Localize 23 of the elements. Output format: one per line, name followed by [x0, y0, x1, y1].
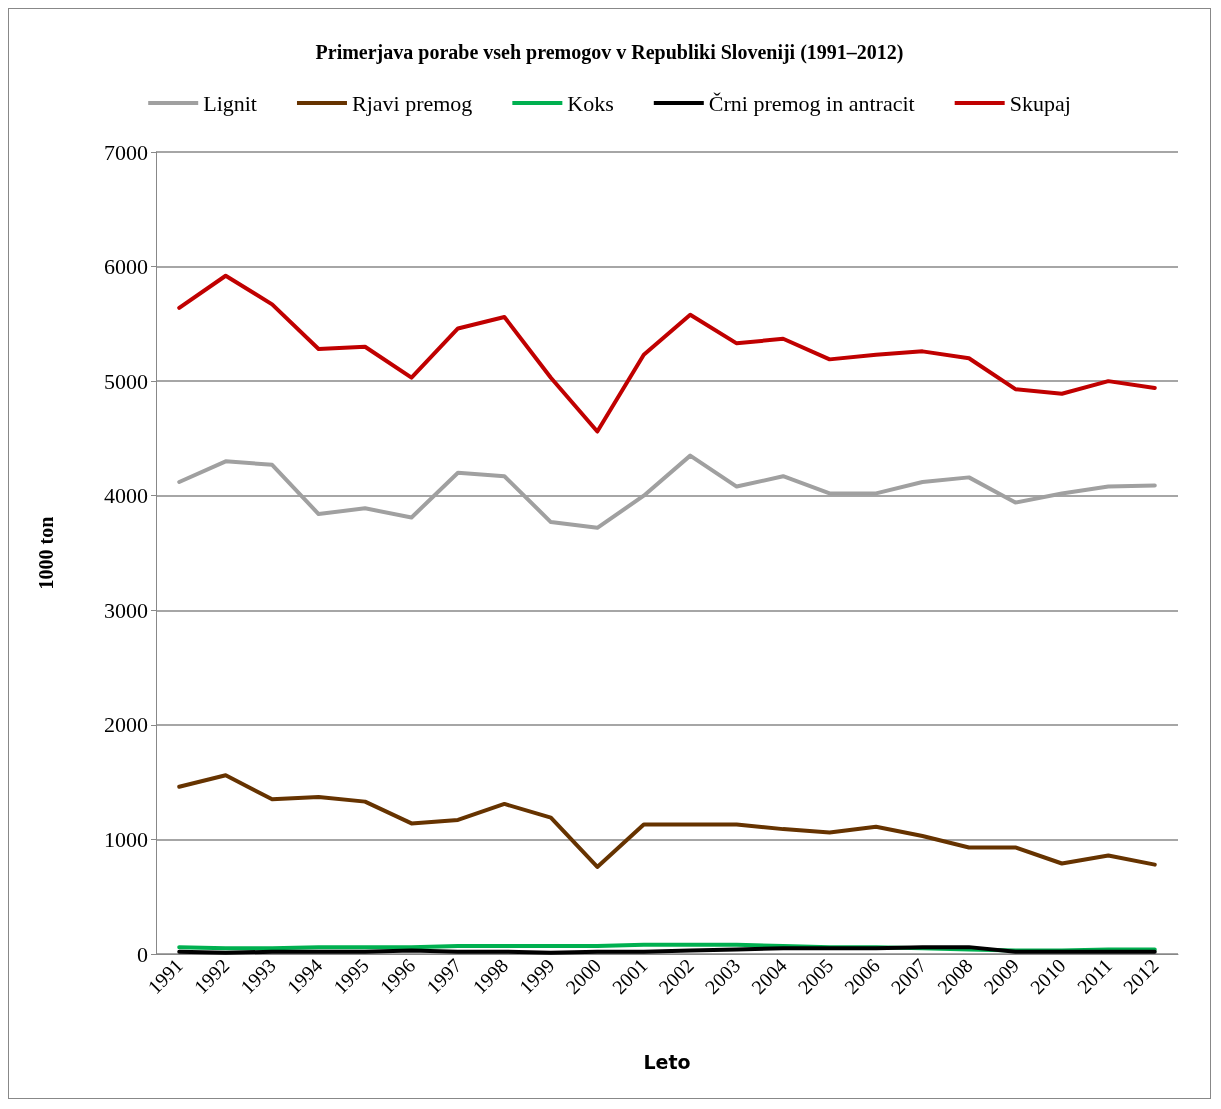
x-tick-label: 1993	[236, 954, 280, 999]
legend-label: Črni premog in antracit	[708, 90, 915, 116]
x-axis-title: Leto	[643, 1050, 691, 1073]
legend-label: Rjavi premog	[351, 90, 473, 116]
line-series	[177, 273, 1157, 434]
legend-label: Lignit	[203, 90, 257, 116]
y-tick-label: 1000	[104, 826, 148, 852]
x-tick-label: 2011	[1072, 954, 1117, 998]
legend-label: Skupaj	[1009, 90, 1071, 116]
y-axis-title: 1000 ton	[35, 516, 57, 590]
y-tick-label: 7000	[104, 139, 148, 165]
x-tick-label: 1999	[514, 954, 559, 999]
y-tick-label: 3000	[104, 597, 148, 623]
legend-label: Koks	[567, 90, 614, 116]
line-series	[177, 773, 1157, 869]
y-tick-label: 5000	[104, 368, 148, 394]
y-tick-label: 2000	[104, 712, 148, 738]
y-tick-label: 6000	[104, 254, 148, 280]
x-tick-label: 1992	[189, 954, 234, 999]
chart-title: Primerjava porabe vseh premogov v Republiki Sloveniji (1991–2012)	[315, 41, 904, 64]
y-tick-label: 0	[137, 941, 148, 967]
line-series	[177, 453, 1157, 530]
y-tick-label: 4000	[104, 483, 148, 509]
